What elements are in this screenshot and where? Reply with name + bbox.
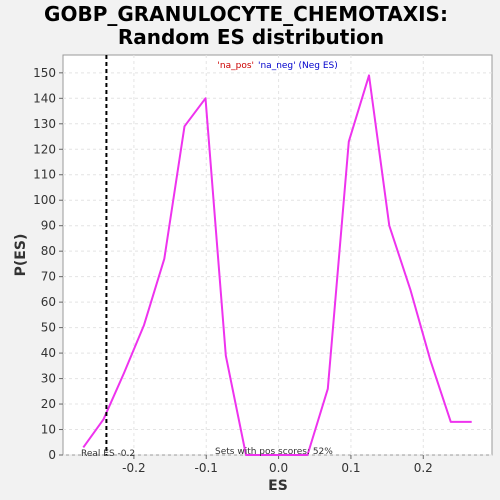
y-tick-label: 90 xyxy=(41,219,56,233)
sets-note: Sets with pos scores: 52% xyxy=(215,447,333,457)
chart-title-line1: GOBP_GRANULOCYTE_CHEMOTAXIS: xyxy=(44,2,448,26)
x-tick-label: -0.2 xyxy=(122,461,145,475)
real-es-label: Real ES -0.2 xyxy=(81,449,135,459)
y-tick-label: 80 xyxy=(41,244,56,258)
x-tick-label: 0.2 xyxy=(414,461,433,475)
y-tick-label: 60 xyxy=(41,295,56,309)
x-tick-label: -0.1 xyxy=(195,461,218,475)
y-tick-label: 130 xyxy=(33,117,56,131)
legend-pos: 'na_pos' xyxy=(217,61,254,71)
y-tick-label: 40 xyxy=(41,346,56,360)
series-layer xyxy=(82,74,472,456)
y-tick-label: 120 xyxy=(33,142,56,156)
y-axis-ticks: 0 10 20 30 40 50 60 70 80 90 100 110 120 130 140 150 xyxy=(33,66,63,462)
y-tick-label: 20 xyxy=(41,397,56,411)
legend-neg: 'na_neg' (Neg ES) xyxy=(258,61,338,71)
y-tick-label: 70 xyxy=(41,270,56,284)
grid-lines xyxy=(63,55,492,456)
series-line xyxy=(82,74,472,456)
chart-title-line2: Random ES distribution xyxy=(118,25,384,49)
y-tick-label: 30 xyxy=(41,372,56,386)
y-tick-label: 50 xyxy=(41,321,56,335)
x-axis-label: ES xyxy=(268,478,288,494)
y-tick-label: 110 xyxy=(33,168,56,182)
x-axis-ticks: -0.2 -0.1 0.0 0.1 0.2 xyxy=(122,455,433,475)
y-axis-label: P(ES) xyxy=(13,234,29,277)
y-tick-label: 10 xyxy=(41,423,56,437)
y-tick-label: 150 xyxy=(33,66,56,80)
plot-area xyxy=(62,54,493,456)
y-tick-label: 100 xyxy=(33,193,56,207)
x-tick-label: 0.1 xyxy=(341,461,360,475)
y-tick-label: 0 xyxy=(48,448,56,462)
x-tick-label: 0.0 xyxy=(269,461,288,475)
y-tick-label: 140 xyxy=(33,91,56,105)
